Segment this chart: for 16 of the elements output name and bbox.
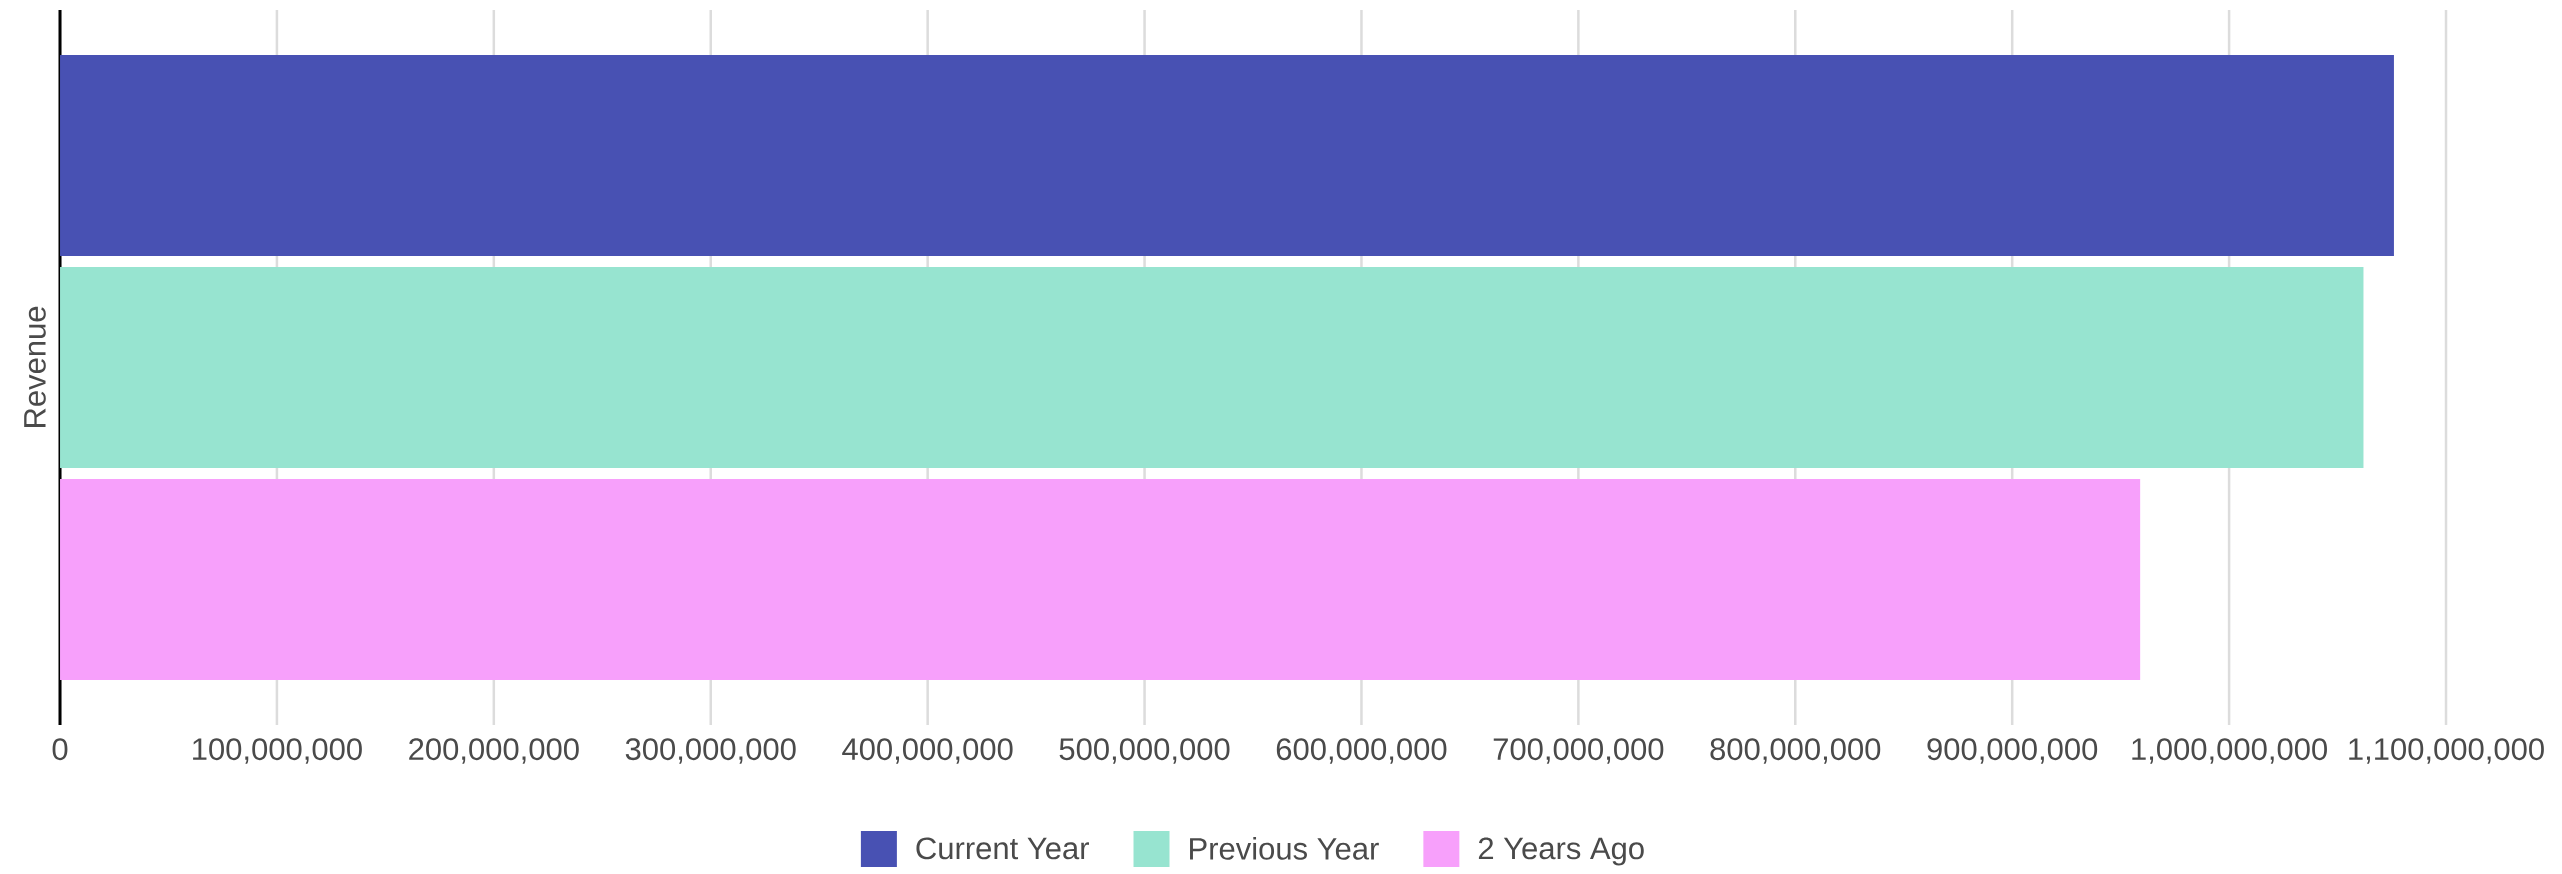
x-tick-label: 1,000,000,000 xyxy=(2132,738,2327,764)
x-tick-label: 200,000,000 xyxy=(409,738,579,764)
x-tick-label: 800,000,000 xyxy=(1710,738,1881,764)
x-tick-label: 300,000,000 xyxy=(625,738,796,764)
y-axis-title: Revenue xyxy=(24,306,46,427)
x-tick-label: 500,000,000 xyxy=(1059,738,1230,764)
x-tick-label: 0 xyxy=(52,738,68,761)
x-tick-label: 400,000,000 xyxy=(842,738,1013,764)
legend-label: 2 Years Ago xyxy=(1478,837,1644,866)
x-tick-label: 600,000,000 xyxy=(1276,738,1447,764)
x-tick-label: 900,000,000 xyxy=(1927,738,2098,764)
legend-label: Current Year xyxy=(916,837,1090,860)
legend-label: Previous Year xyxy=(1190,836,1379,860)
x-tick-label: 1,100,000,000 xyxy=(2349,738,2544,764)
x-tick-label: 100,000,000 xyxy=(193,738,362,764)
x-tick-label: 700,000,000 xyxy=(1493,738,1664,764)
